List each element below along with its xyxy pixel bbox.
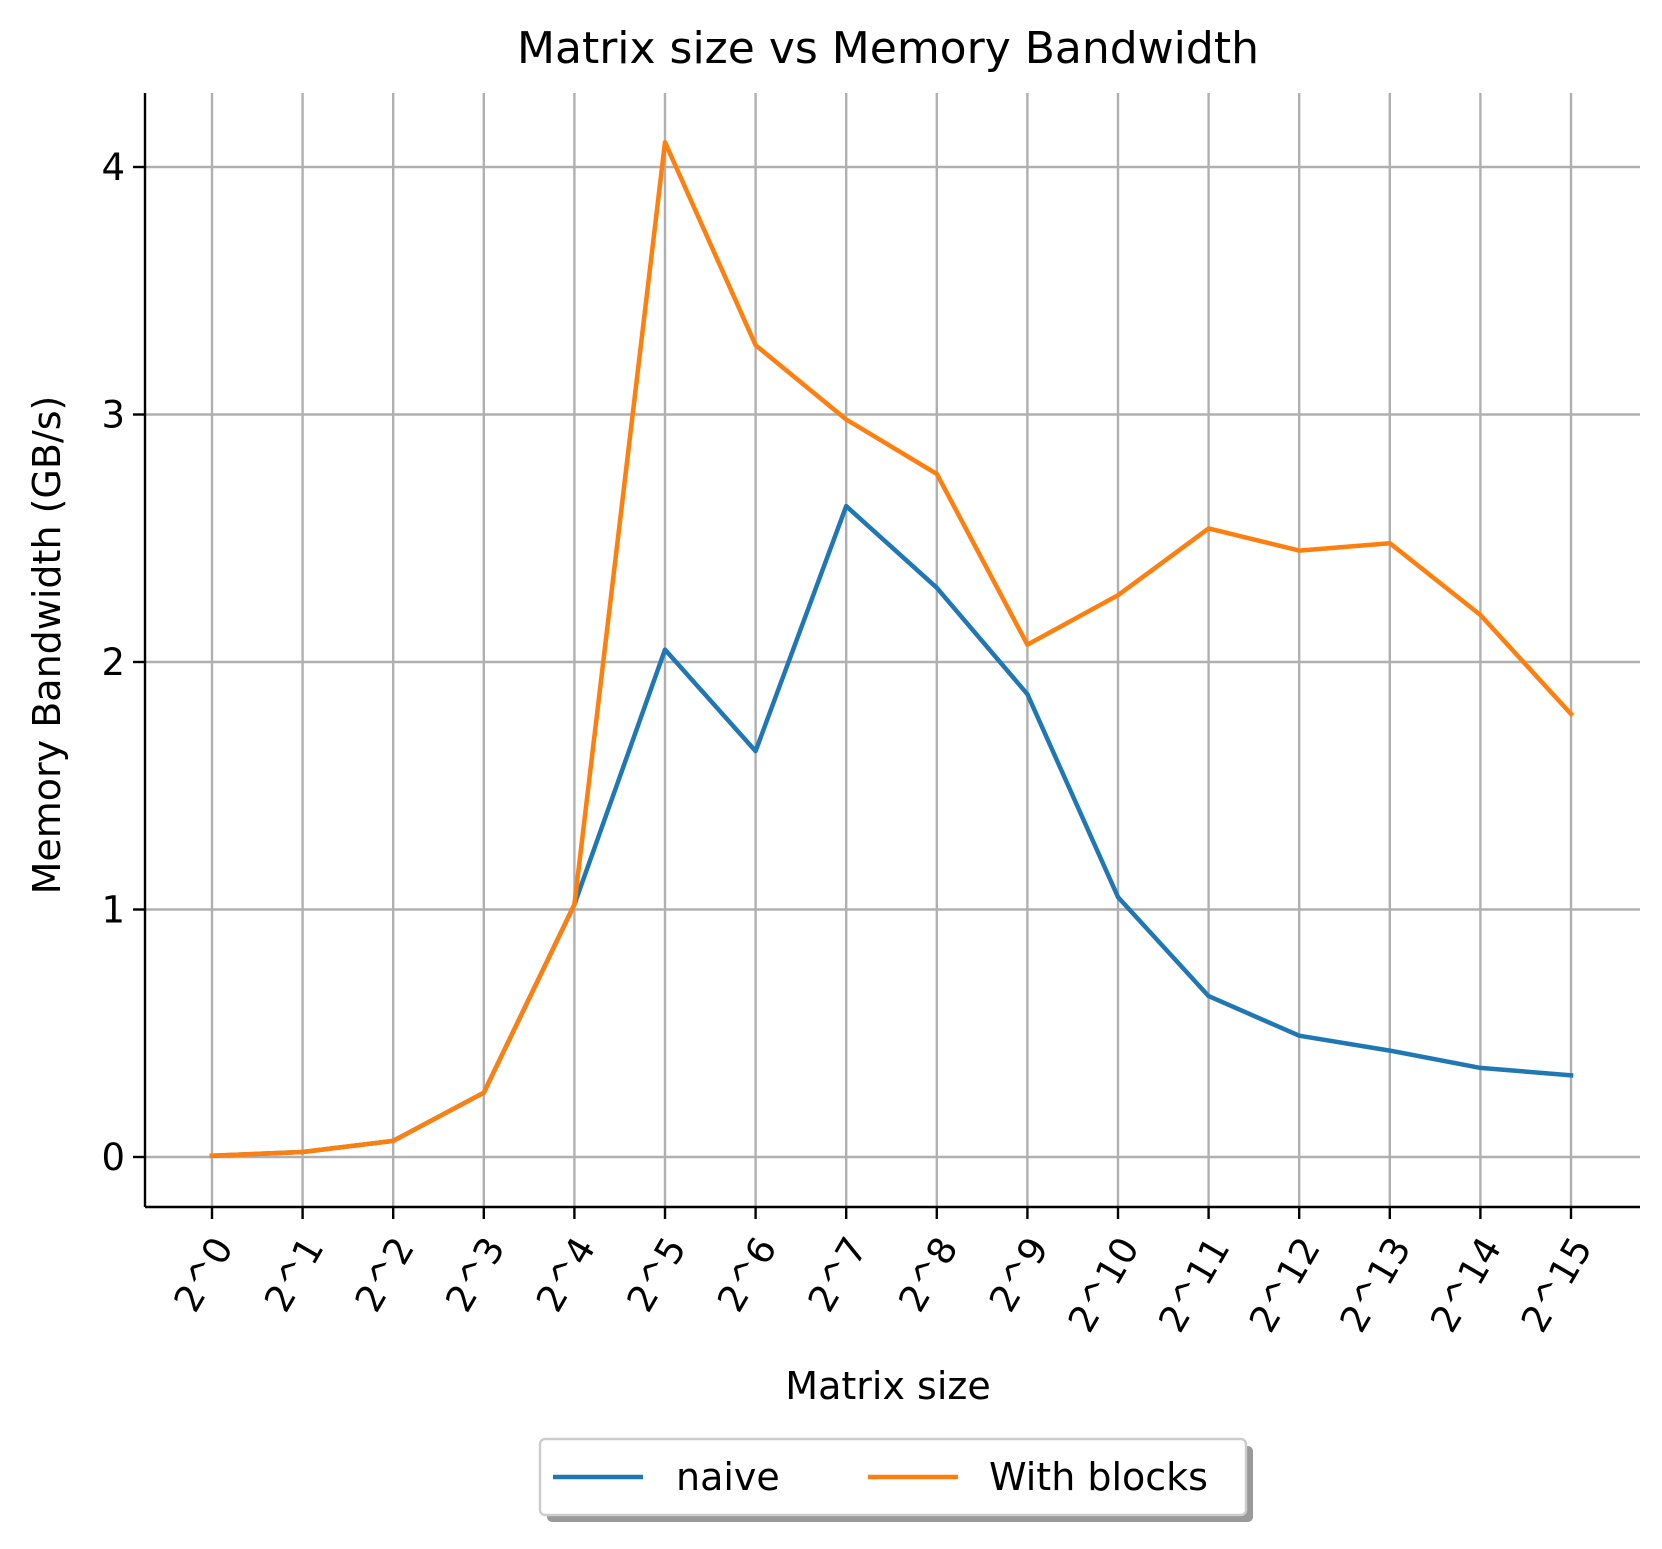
legend-label-naive: naive xyxy=(676,1455,780,1499)
axis-spines xyxy=(143,93,1640,1209)
x-tick-label: 2^5 xyxy=(619,1230,695,1319)
x-tick-label: 2^9 xyxy=(981,1230,1057,1319)
y-tick-label: 2 xyxy=(101,641,125,684)
x-tick-label: 2^7 xyxy=(800,1230,876,1319)
y-tick-label: 4 xyxy=(101,146,125,189)
legend: naive With blocks xyxy=(538,1437,1253,1522)
x-tick-label: 2^12 xyxy=(1241,1230,1329,1340)
x-tick-label: 2^3 xyxy=(437,1230,513,1319)
y-axis-ticks: 0 1 2 3 4 xyxy=(101,146,145,1179)
legend-label-with-blocks: With blocks xyxy=(989,1455,1208,1499)
y-axis-label: Memory Bandwidth (GB/s) xyxy=(25,396,69,895)
series-lines xyxy=(209,140,1575,1159)
x-tick-label: 2^14 xyxy=(1422,1230,1510,1340)
y-tick-label: 3 xyxy=(101,394,125,437)
series-line-naive xyxy=(209,503,1574,1159)
x-tick-label: 2^15 xyxy=(1513,1230,1601,1340)
chart-title: Matrix size vs Memory Bandwidth xyxy=(517,23,1259,74)
x-axis-label: Matrix size xyxy=(785,1364,990,1408)
x-tick-label: 2^6 xyxy=(709,1230,785,1319)
x-tick-label: 2^13 xyxy=(1332,1230,1420,1340)
x-tick-label: 2^0 xyxy=(166,1230,242,1319)
x-tick-label: 2^4 xyxy=(528,1230,604,1319)
grid-lines xyxy=(145,93,1640,1207)
x-tick-label: 2^2 xyxy=(347,1230,423,1319)
x-tick-label: 2^1 xyxy=(256,1230,332,1319)
y-tick-label: 0 xyxy=(101,1136,125,1179)
x-tick-label: 2^11 xyxy=(1150,1230,1238,1340)
x-axis-ticks: 2^0 2^1 2^2 2^3 2^4 2^5 2^6 2^7 2^8 2^9 2^10 2^11 2^… xyxy=(166,1207,1601,1340)
y-tick-label: 1 xyxy=(101,889,125,932)
x-tick-label: 2^10 xyxy=(1060,1230,1148,1340)
x-tick-label: 2^8 xyxy=(890,1230,966,1319)
series-line-with-blocks xyxy=(209,140,1575,1159)
